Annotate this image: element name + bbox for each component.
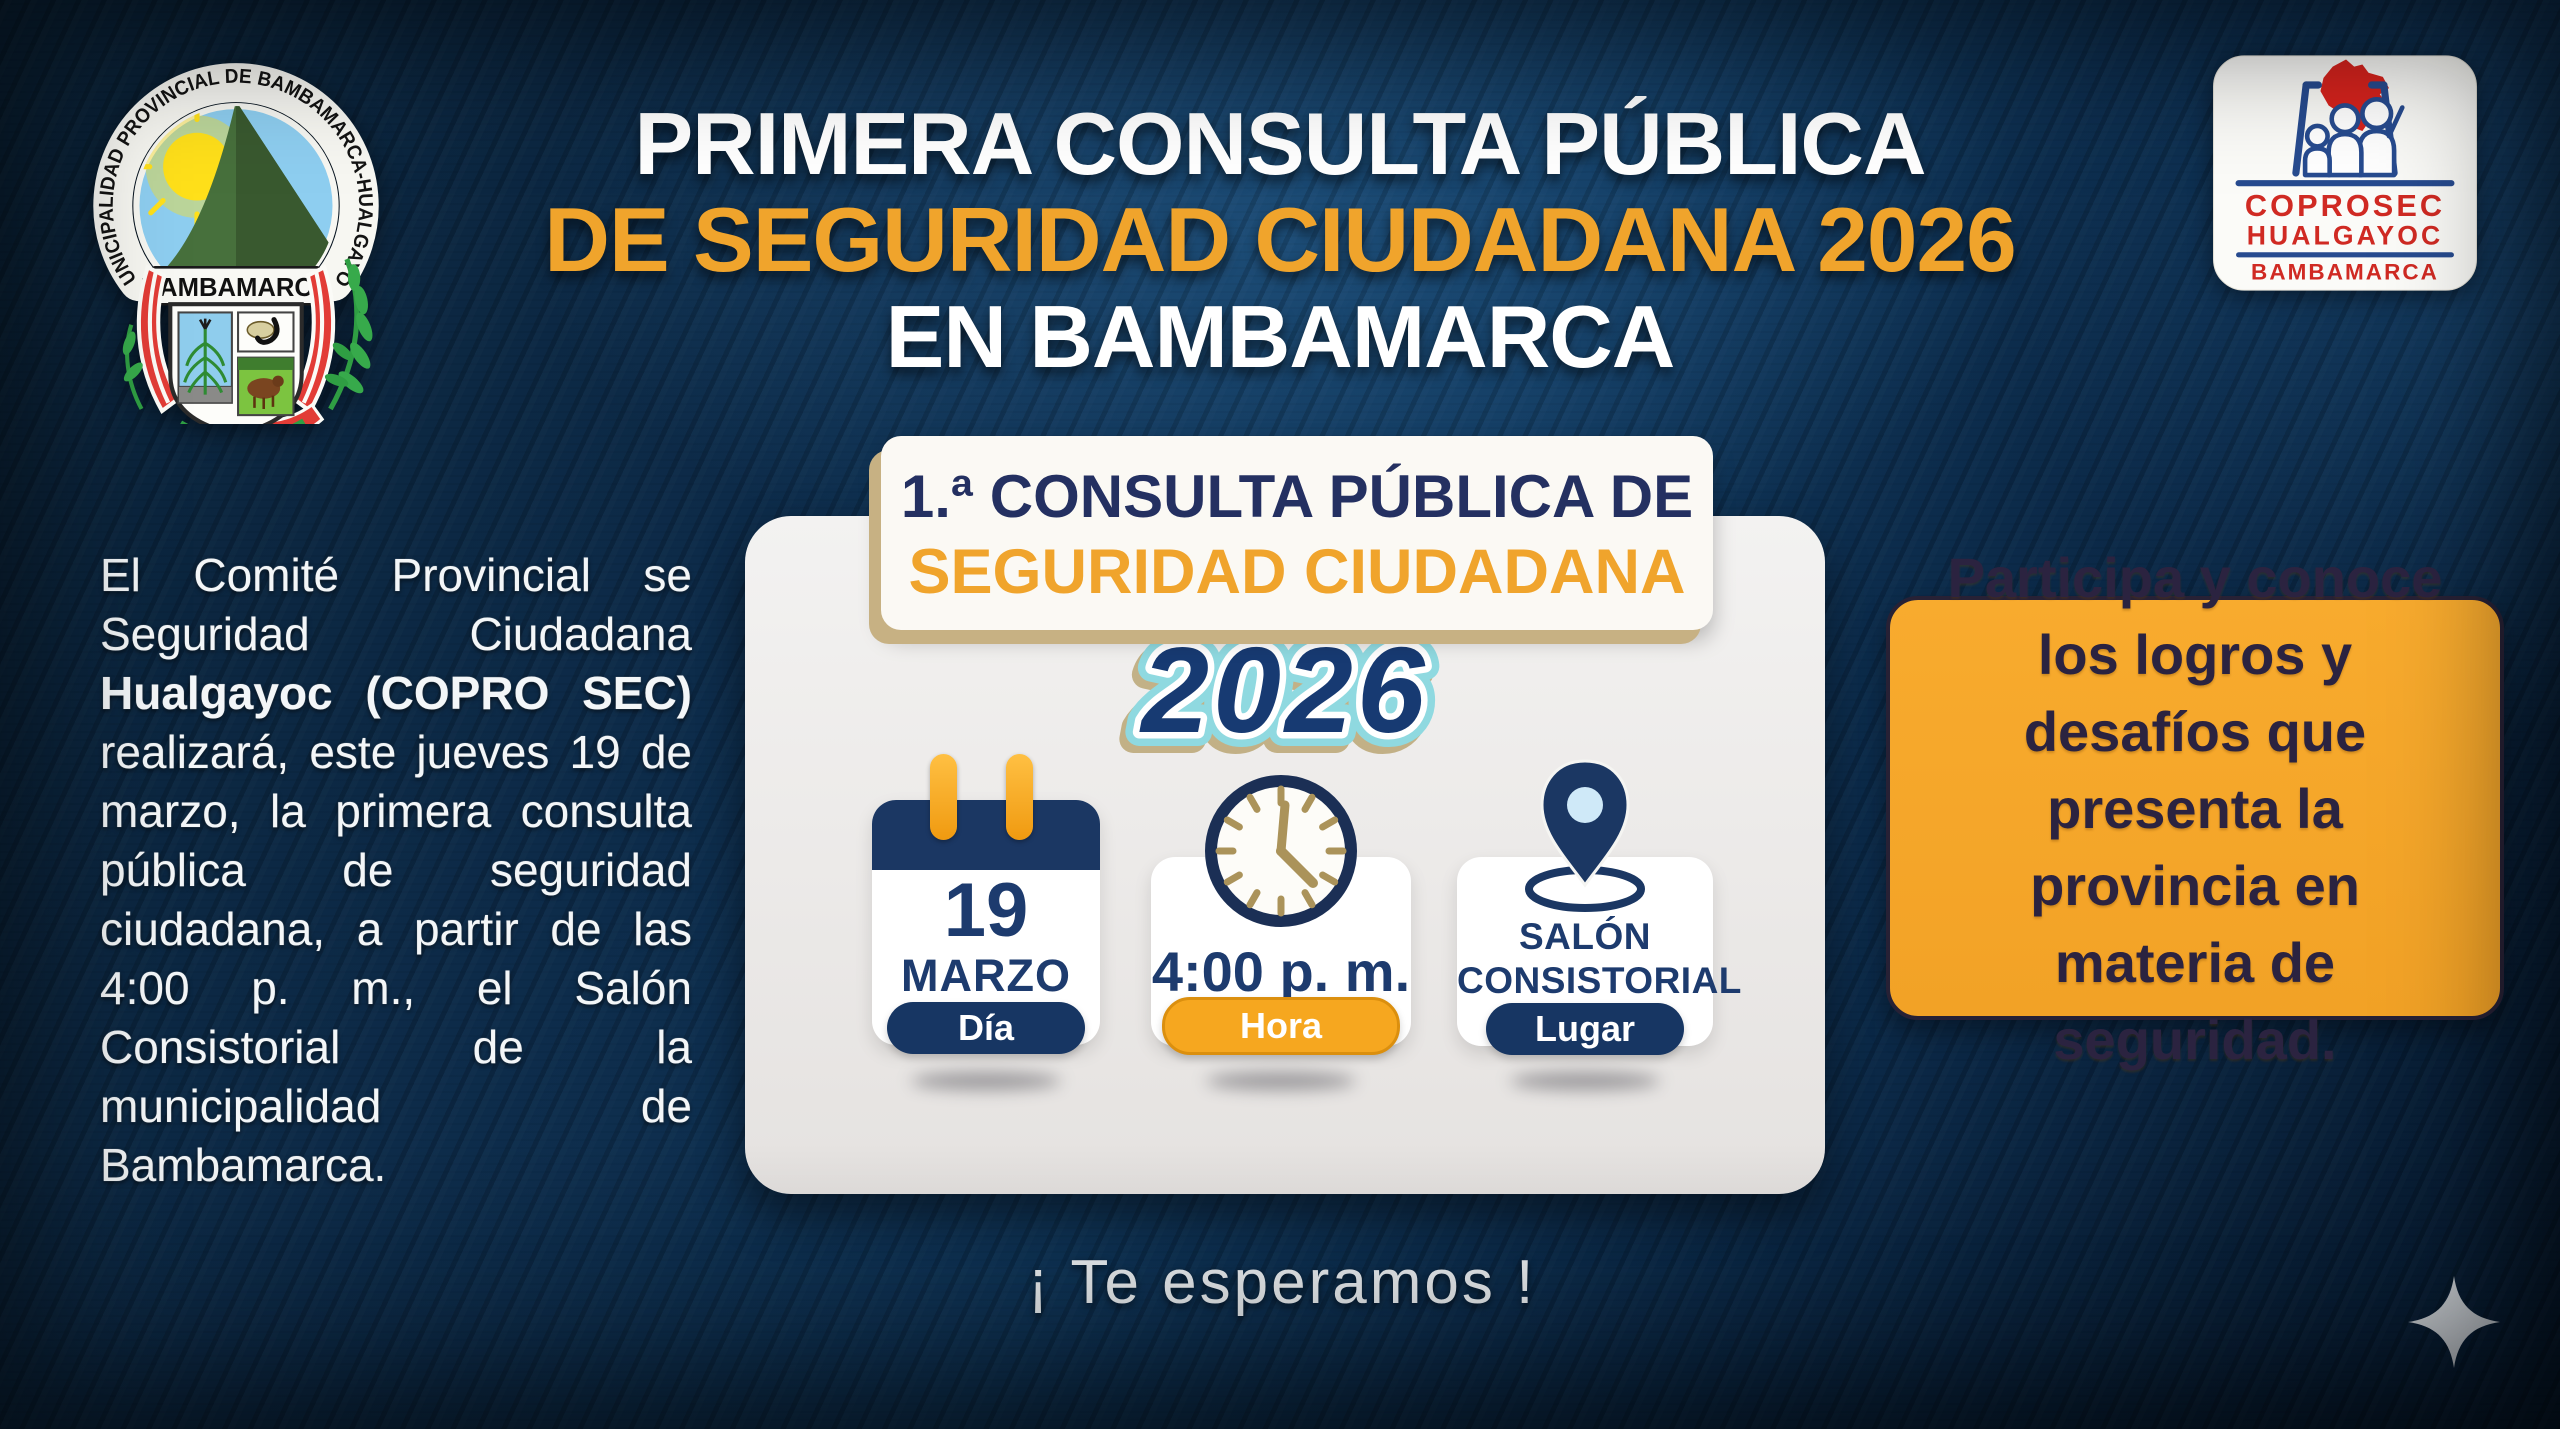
event-time: 4:00 p. m.: [1151, 940, 1411, 1003]
intro-paragraph: El Comité Provincial se Seguridad Ciudad…: [100, 546, 692, 1195]
clock-icon: [1205, 775, 1357, 927]
year-outline-inner: 2026: [1139, 622, 1428, 758]
year-2026: 2026 2026 2026: [1125, 608, 1438, 772]
coat-banner-text: BAMBAMARCA: [141, 274, 332, 302]
place-label-badge: Lugar: [1486, 1003, 1684, 1055]
farewell-text: ¡ Te esperamos !: [1027, 1248, 1537, 1317]
intro-text-pre: El Comité Provincial se Seguridad Ciudad…: [100, 549, 692, 660]
title-line-2: DE SEGURIDAD CIUDADANA 2026: [544, 190, 2016, 291]
time-label-badge: Hora: [1162, 997, 1400, 1055]
poster-title: PRIMERA CONSULTA PÚBLICA DE SEGURIDAD CI…: [480, 96, 2080, 385]
coprosec-city: BAMBAMARCA: [2251, 259, 2439, 284]
event-day: 19: [943, 868, 1029, 953]
event-time-item: 4:00 p. m. Hora: [1151, 775, 1411, 1055]
event-place-item: SALÓN CONSISTORIAL Lugar: [1457, 759, 1742, 1055]
cta-text: Participa y conoce los logros y desafíos…: [1947, 545, 2443, 1071]
title-line-1: PRIMERA CONSULTA PÚBLICA: [634, 94, 1926, 193]
hat-icon: [246, 320, 275, 339]
horn-icon: [254, 317, 280, 345]
calendar-ring-icon: [1006, 754, 1033, 840]
intro-text-bold: Hualgayoc (COPRO SEC): [100, 667, 692, 719]
corn-plant-icon: [183, 328, 228, 395]
event-month: MARZO: [901, 950, 1071, 1001]
banner-line-2: SEGURIDAD CIUDADANA: [908, 537, 1686, 607]
event-date-item: 19 MARZO Día: [872, 754, 1100, 1054]
item-shadow: [1510, 1072, 1660, 1090]
location-pin-icon: [1525, 759, 1645, 912]
corn-tassel-icon: [198, 318, 212, 330]
intro-text-post: realizará, este jueves 19 de marzo, la p…: [100, 726, 692, 1191]
item-shadow: [911, 1072, 1061, 1090]
item-shadow: [1206, 1072, 1356, 1090]
bull-icon: [247, 375, 284, 409]
municipal-coat-of-arms-icon: MUNICIPALIDAD PROVINCIAL DE BAMBAMARCA-H…: [82, 12, 379, 424]
event-place: SALÓN CONSISTORIAL: [1457, 916, 1742, 1001]
event-details-card: 1.ª CONSULTA PÚBLICA DE SEGURIDAD CIUDAD…: [745, 436, 1825, 1194]
banner-line-1: 1.ª CONSULTA PÚBLICA DE: [900, 463, 1694, 530]
event-banner: 1.ª CONSULTA PÚBLICA DE SEGURIDAD CIUDAD…: [881, 436, 1713, 630]
sparkle-icon: [2408, 1276, 2500, 1368]
calendar-ring-icon: [930, 754, 957, 840]
coprosec-logo: COPROSEC HUALGAYOC BAMBAMARCA: [2213, 55, 2477, 291]
coprosec-province: HUALGAYOC: [2247, 221, 2443, 251]
calendar-icon: [872, 800, 1100, 870]
year-outline-outer: 2026: [1139, 622, 1428, 758]
laurel-branch-icon: [122, 258, 373, 424]
year-fill: 2026: [1139, 622, 1428, 758]
title-line-3: EN BAMBAMARCA: [885, 287, 1676, 386]
coprosec-name: COPROSEC: [2245, 188, 2445, 223]
family-icon: [2302, 97, 2405, 178]
date-label-badge: Día: [887, 1002, 1085, 1054]
cta-box: Participa y conoce los logros y desafíos…: [1886, 546, 2504, 1071]
